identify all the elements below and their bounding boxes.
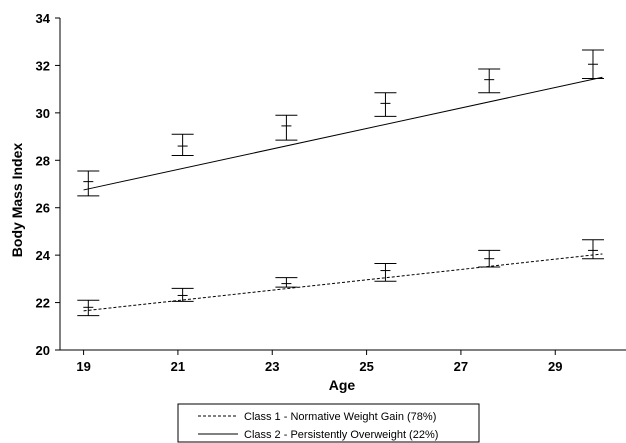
error-bar-class-2 (581, 49, 604, 79)
legend-label-class-2: Class 2 - Persistently Overweight (22%) (244, 429, 438, 441)
error-bar-class-1 (171, 287, 194, 302)
error-bar-class-2 (374, 92, 397, 117)
error-bar-class-1 (374, 262, 397, 282)
error-bar-class-1 (478, 249, 501, 268)
error-bar-class-1 (581, 239, 604, 260)
legend-label-class-1: Class 1 - Normative Weight Gain (78%) (244, 411, 436, 423)
error-bar-class-1 (275, 277, 298, 288)
y-tick-label: 28 (36, 153, 50, 168)
x-tick-label: 27 (454, 359, 468, 374)
x-tick-label: 21 (171, 359, 185, 374)
x-axis-title: Age (329, 377, 356, 393)
x-tick-label: 23 (265, 359, 279, 374)
fitted-line-class-1 (83, 253, 603, 312)
y-tick-label: 22 (36, 296, 50, 311)
y-tick-label: 24 (36, 248, 51, 263)
chart-legend: Class 1 - Normative Weight Gain (78%) Cl… (177, 403, 480, 443)
fitted-lines (83, 76, 603, 312)
x-tick-label: 29 (548, 359, 562, 374)
error-bar-class-2 (171, 133, 194, 157)
error-bar-class-2 (478, 68, 501, 94)
x-tick-label: 19 (76, 359, 90, 374)
error-bar-class-1 (77, 299, 100, 317)
error-bar-class-2 (275, 114, 298, 141)
y-axis-title: Body Mass Index (9, 143, 25, 258)
y-tick-label: 20 (36, 343, 50, 358)
error-bars (77, 49, 604, 317)
y-tick-label: 30 (36, 106, 50, 121)
y-tick-label: 34 (36, 11, 51, 26)
x-tick-label: 25 (359, 359, 373, 374)
y-tick-label: 26 (36, 201, 50, 216)
legend-box (177, 403, 480, 443)
chart-axes: 20 22 24 26 28 30 32 34 19 21 23 25 27 29 (36, 11, 626, 374)
y-tick-label: 32 (36, 58, 50, 73)
error-bar-class-2 (77, 170, 100, 197)
fitted-line-class-2 (83, 76, 603, 191)
